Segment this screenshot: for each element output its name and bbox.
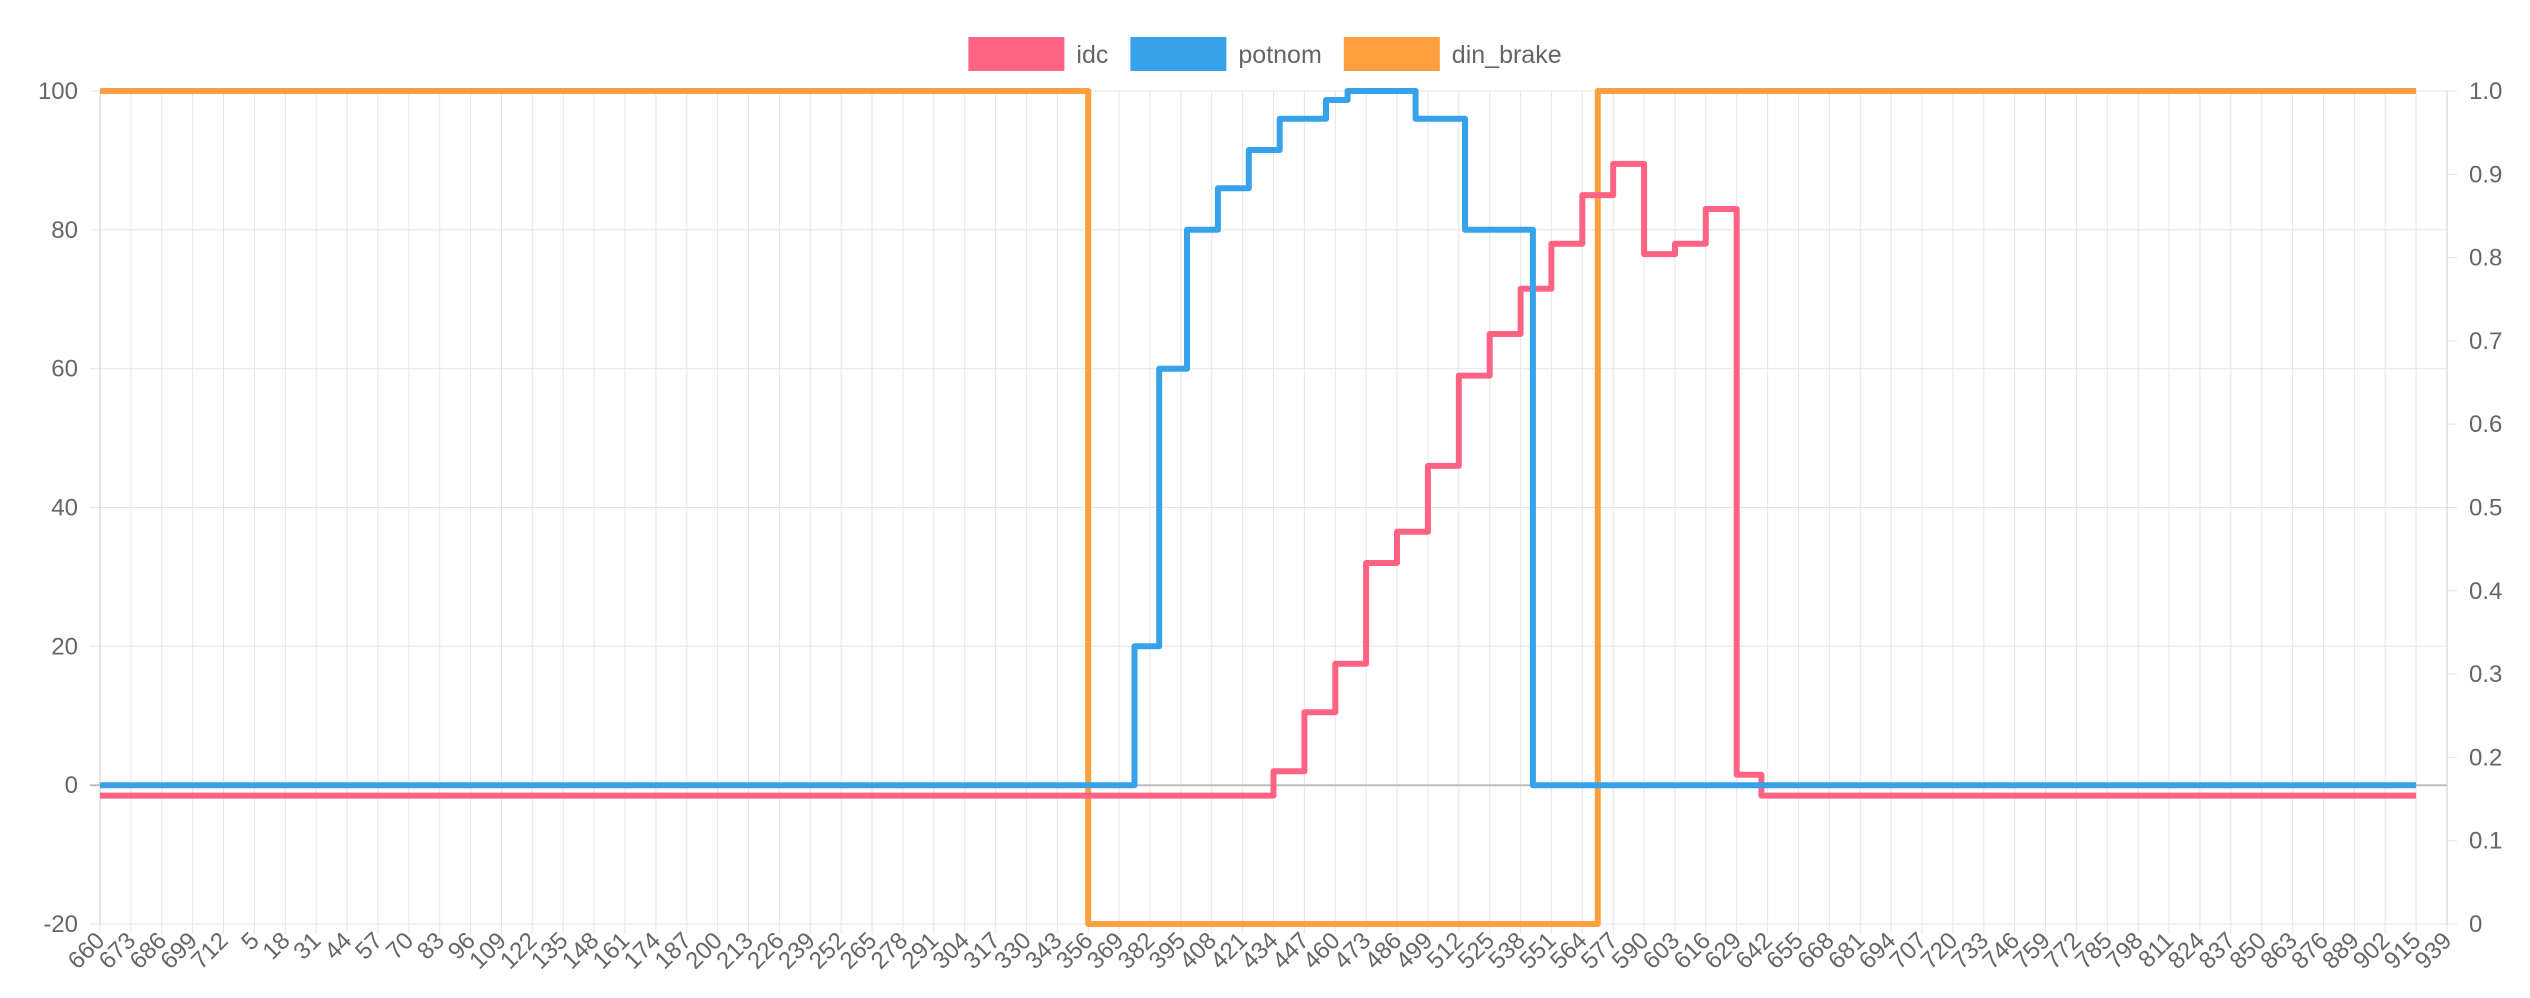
y-right-tick-label: 1.0	[2469, 78, 2502, 105]
y-right-tick-label: 0.9	[2469, 161, 2502, 188]
x-tick-label: 939	[2410, 927, 2457, 974]
y-right-tick-label: 0.7	[2469, 328, 2502, 355]
y-left-tick-label: 20	[51, 633, 78, 660]
y-right-tick-label: 0.3	[2469, 661, 2502, 688]
legend-label: din_brake	[1452, 41, 1562, 69]
y-right-tick-label: 0.2	[2469, 744, 2502, 771]
y-right-tick-label: 0.5	[2469, 495, 2502, 522]
legend-label: idc	[1076, 41, 1108, 69]
y-right-tick-label: 0.6	[2469, 411, 2502, 438]
series-line-idc	[100, 160, 2417, 799]
legend-item-din-brake[interactable]: din_brake	[1343, 37, 1562, 71]
y-left-tick-label: 60	[51, 356, 78, 383]
y-right-tick-label: 0.8	[2469, 245, 2502, 272]
y-left-tick-label: 100	[38, 78, 78, 105]
y-right-tick-label: 0	[2469, 911, 2482, 938]
x-tick-label: 5	[236, 927, 265, 956]
y-right-tick-label: 0.1	[2469, 828, 2502, 855]
legend-swatch	[968, 37, 1065, 71]
x-tick-label: 712	[186, 927, 233, 974]
legend: idc potnom din_brake	[968, 37, 1562, 71]
legend-item-idc[interactable]: idc	[968, 37, 1108, 71]
grid	[90, 90, 2457, 934]
y-right-tick-label: 0.4	[2469, 578, 2502, 605]
axes: -20 0 20 40 60 80 100 0 0.1 0.2 0.3 0.4 0.5 0.6 0.7 0.8…	[38, 78, 2502, 975]
series-line-potnom	[100, 88, 2417, 789]
legend-swatch	[1343, 37, 1440, 71]
series-line-din-brake	[100, 88, 2417, 927]
legend-item-potnom[interactable]: potnom	[1130, 37, 1322, 71]
y-left-tick-label: 80	[51, 217, 78, 244]
series-lines	[100, 88, 2417, 927]
y-left-tick-label: 0	[65, 772, 78, 799]
legend-label: potnom	[1238, 41, 1321, 69]
y-left-tick-label: -20	[43, 911, 78, 938]
y-left-tick-label: 40	[51, 495, 78, 522]
legend-swatch	[1130, 37, 1227, 71]
